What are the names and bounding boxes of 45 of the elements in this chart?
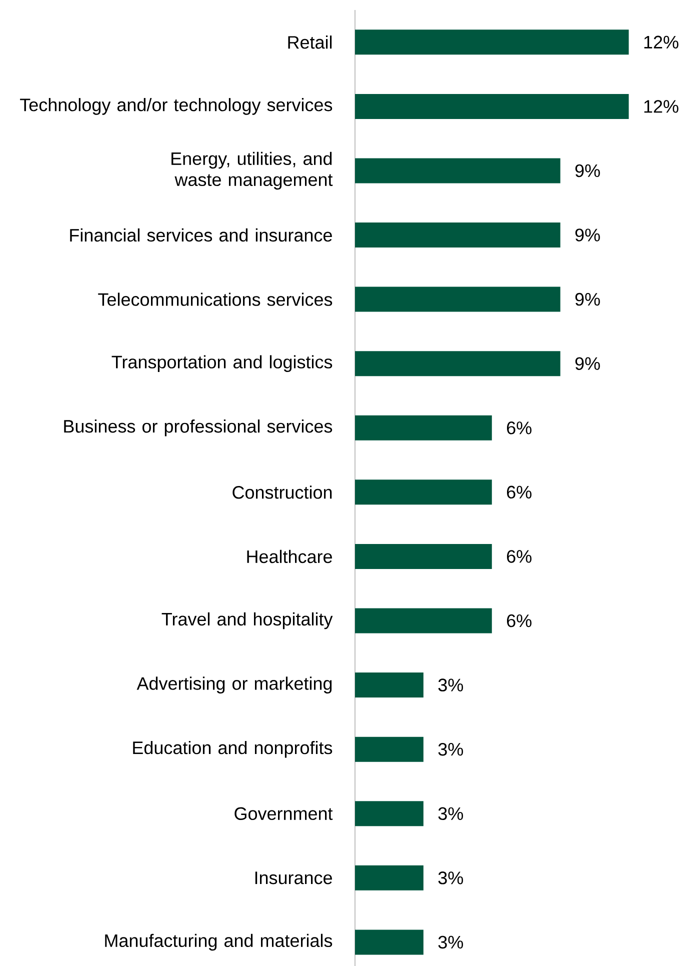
data-label: 3% — [438, 742, 464, 756]
y-tick-label: Travel and hospitality — [162, 612, 333, 630]
bar — [355, 94, 629, 119]
y-tick-label: Healthcare — [247, 550, 332, 564]
y-tick-label: Technology and/or technology services — [20, 98, 332, 115]
bar — [355, 286, 560, 312]
y-tick-label: Insurance — [255, 872, 332, 884]
data-label: 9% — [575, 292, 600, 306]
data-label: 6% — [506, 422, 532, 434]
bar — [355, 415, 492, 440]
data-label: 3% — [438, 936, 464, 949]
y-tick-label: Transportation and logistics — [112, 355, 332, 372]
data-label: 6% — [506, 486, 532, 499]
data-label: 6% — [506, 614, 532, 628]
data-label: 3% — [438, 807, 464, 820]
data-label: 12% — [644, 100, 678, 113]
data-label: 9% — [575, 357, 600, 370]
y-tick-label: Education and nonprofits — [133, 740, 332, 758]
y-tick-label: Advertising or marketing — [136, 676, 332, 694]
bar — [355, 222, 560, 248]
bar — [355, 158, 560, 184]
data-label: 3% — [438, 872, 464, 884]
y-tick-label: Retail — [288, 36, 332, 49]
bar — [355, 801, 424, 826]
data-label: 12% — [644, 36, 678, 48]
y-tick-label: Government — [234, 807, 333, 820]
bar — [355, 30, 629, 55]
y-tick-label: Manufacturing and materials — [105, 934, 332, 951]
y-tick-label: Construction — [232, 486, 332, 499]
bar — [355, 480, 492, 505]
y-tick-label: Business or professional services — [64, 420, 332, 436]
data-label: 3% — [438, 678, 464, 692]
y-tick-label: Telecommunications services — [98, 292, 332, 306]
bar — [355, 608, 492, 634]
data-label: 6% — [506, 550, 532, 563]
y-tick-label: Energy, utilities, and waste management — [172, 152, 333, 190]
bar — [355, 736, 424, 762]
data-label: 9% — [575, 228, 600, 242]
bar — [355, 351, 560, 376]
bar — [355, 672, 424, 698]
data-label: 9% — [575, 164, 600, 178]
bar — [355, 544, 492, 569]
bar — [355, 930, 424, 955]
y-tick-label: Financial services and insurance — [70, 228, 332, 242]
bar — [355, 865, 424, 890]
